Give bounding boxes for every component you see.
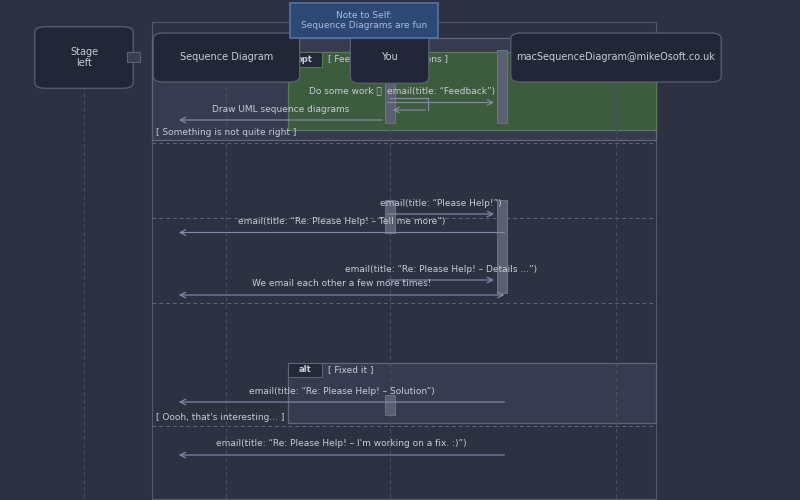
Text: email(title: “Re: Please Help! – Tell me more”): email(title: “Re: Please Help! – Tell me… [238, 217, 446, 226]
Bar [385, 395, 395, 415]
Text: macSequenceDiagram@mikeOsoft.co.uk: macSequenceDiagram@mikeOsoft.co.uk [517, 52, 715, 62]
Text: Draw UML sequence diagrams: Draw UML sequence diagrams [212, 104, 349, 114]
Bar [127, 52, 140, 62]
Text: Stage
left: Stage left [70, 46, 98, 68]
Bar [288, 362, 322, 376]
Bar [290, 4, 438, 37]
Text: email(title: “Re: Please Help! – Details ...”): email(title: “Re: Please Help! – Details… [345, 264, 537, 274]
Text: alt: alt [162, 40, 175, 49]
Text: email(title: “Feedback”): email(title: “Feedback”) [386, 87, 495, 96]
Bar [152, 38, 186, 52]
Bar [385, 200, 395, 232]
Text: [ Happy Path ]: [ Happy Path ] [192, 40, 257, 49]
Bar [497, 200, 507, 292]
Bar [152, 22, 656, 499]
Text: email(title: “Please Help!”): email(title: “Please Help!”) [380, 198, 502, 207]
Text: [ Fixed it ]: [ Fixed it ] [328, 365, 374, 374]
Text: opt: opt [297, 55, 313, 64]
Bar [152, 38, 656, 140]
Text: Sequence Diagram: Sequence Diagram [180, 52, 273, 62]
FancyBboxPatch shape [35, 26, 133, 88]
Bar [288, 52, 322, 66]
FancyBboxPatch shape [154, 33, 299, 82]
Text: [ Something is not quite right ]: [ Something is not quite right ] [156, 128, 296, 137]
Text: Do some work 👷: Do some work 👷 [309, 86, 382, 95]
Text: You: You [382, 52, 398, 62]
Text: [ Oooh, that's interesting... ]: [ Oooh, that's interesting... ] [156, 413, 284, 422]
Text: alt: alt [298, 365, 311, 374]
Text: email(title: “Re: Please Help! – I'm working on a fix. :)”): email(title: “Re: Please Help! – I'm wor… [216, 440, 467, 448]
Text: [ Feedback / Suggestions ]: [ Feedback / Suggestions ] [328, 55, 448, 64]
Bar [288, 362, 656, 422]
FancyBboxPatch shape [350, 32, 429, 83]
Bar [288, 52, 656, 130]
Bar [385, 50, 395, 122]
Text: Note to Self:
Sequence Diagrams are fun: Note to Self: Sequence Diagrams are fun [302, 11, 427, 30]
FancyBboxPatch shape [511, 33, 722, 82]
Bar [497, 50, 507, 122]
Text: email(title: “Re: Please Help! – Solution”): email(title: “Re: Please Help! – Solutio… [249, 386, 434, 396]
Text: We email each other a few more times!: We email each other a few more times! [252, 280, 431, 288]
